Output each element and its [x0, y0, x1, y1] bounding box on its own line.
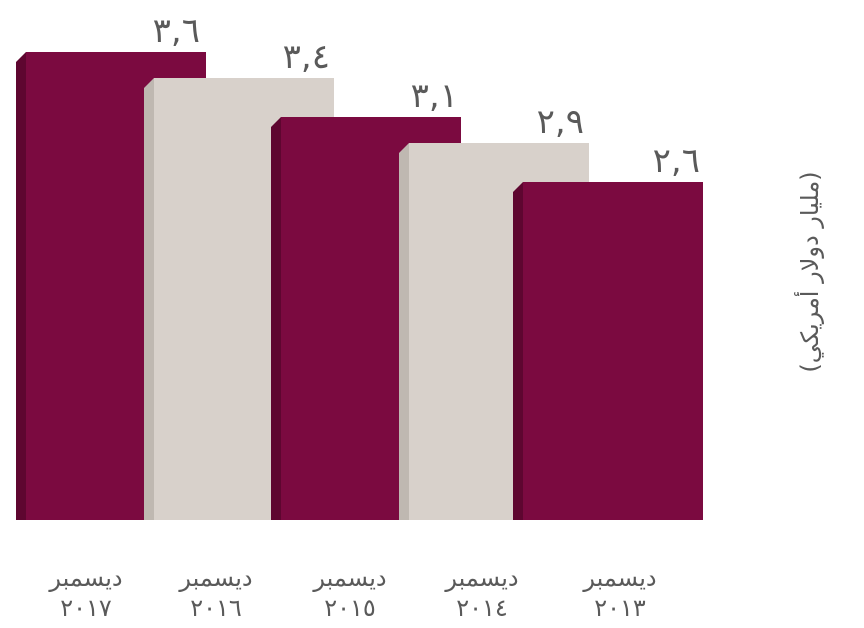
bar-5: [513, 182, 703, 520]
category-label-year: ٢٠١٣: [594, 594, 646, 622]
value-label: ٣,٤: [283, 37, 330, 77]
category-label: ديسمبر ٢٠١٣: [582, 564, 656, 622]
category-label: ديسمبر ٢٠١٧: [48, 564, 122, 622]
category-label-month: ديسمبر: [178, 564, 252, 592]
category-label-month: ديسمبر: [444, 564, 518, 592]
value-label: ٢,٩: [537, 102, 584, 142]
category-label-year: ٢٠١٤: [456, 594, 508, 622]
bar-face: [523, 182, 703, 520]
category-label: ديسمبر ٢٠١٦: [178, 564, 252, 622]
category-label-month: ديسمبر: [312, 564, 386, 592]
category-label: ديسمبر ٢٠١٤: [444, 564, 518, 622]
y-axis-label: (مليار دولار أمريكي): [794, 171, 824, 372]
bars-layer: [16, 52, 703, 520]
value-labels-layer: ٣,٦ ٣,٤ ٣,١ ٢,٩ ٢,٦: [153, 11, 700, 181]
category-label: ديسمبر ٢٠١٥: [312, 564, 386, 622]
bar-side: [399, 143, 409, 520]
category-label-month: ديسمبر: [48, 564, 122, 592]
bar-side: [513, 182, 523, 520]
bar-side: [16, 52, 26, 520]
bar-side: [271, 117, 281, 520]
category-label-year: ٢٠١٥: [324, 594, 376, 622]
category-label-month: ديسمبر: [582, 564, 656, 592]
category-label-year: ٢٠١٧: [60, 594, 112, 622]
value-label: ٢,٦: [653, 141, 700, 181]
value-label: ٣,٦: [153, 11, 200, 51]
category-label-year: ٢٠١٦: [190, 594, 242, 622]
value-label: ٣,١: [411, 76, 458, 116]
bar-side: [144, 78, 154, 520]
